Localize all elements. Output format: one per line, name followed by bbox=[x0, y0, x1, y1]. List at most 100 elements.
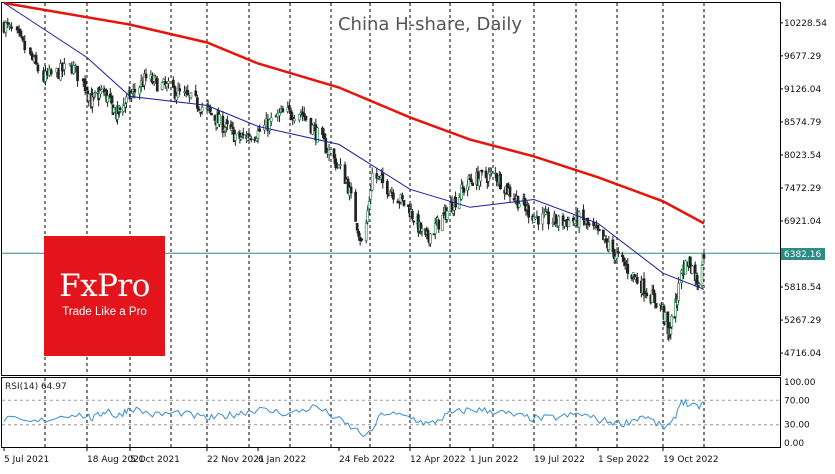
candle-body bbox=[210, 112, 213, 116]
candle-body bbox=[700, 265, 704, 286]
candle-body bbox=[611, 239, 615, 252]
candle-body bbox=[650, 290, 654, 303]
candle-body bbox=[143, 73, 146, 86]
candle-body bbox=[346, 178, 350, 194]
candle-body bbox=[316, 127, 319, 143]
ma50-line bbox=[3, 2, 705, 290]
candle-body bbox=[332, 148, 336, 159]
date-tick-label: 18 Aug 2021 bbox=[87, 455, 145, 465]
candle-body bbox=[239, 137, 243, 140]
candle-body bbox=[604, 238, 608, 242]
logo-tagline: Trade Like a Pro bbox=[62, 306, 147, 318]
candle-body bbox=[321, 127, 324, 135]
candle-body bbox=[596, 224, 600, 231]
candle-body bbox=[138, 87, 141, 95]
candle-body bbox=[34, 54, 38, 65]
candle-body bbox=[654, 303, 658, 308]
candle-body bbox=[167, 80, 170, 84]
rsi-tick-label: 0.00 bbox=[784, 439, 804, 449]
candle-body bbox=[412, 220, 415, 223]
candle-body bbox=[337, 164, 341, 168]
candle-body bbox=[23, 40, 27, 50]
price-tick-label: 6921.04 bbox=[784, 217, 821, 227]
candle-body bbox=[152, 75, 156, 82]
candle-body bbox=[200, 107, 204, 112]
candle-body bbox=[302, 112, 306, 118]
candle-body bbox=[209, 107, 212, 112]
candle-body bbox=[10, 26, 13, 29]
candle-body bbox=[343, 164, 347, 184]
candle-body bbox=[334, 158, 338, 168]
candle-body bbox=[563, 221, 566, 227]
candle-body bbox=[626, 264, 630, 274]
candle-body bbox=[695, 274, 699, 285]
candle-body bbox=[469, 178, 473, 182]
candle-body bbox=[554, 214, 558, 225]
candle-body bbox=[99, 87, 103, 90]
candle-body bbox=[241, 133, 245, 136]
candle-body bbox=[527, 205, 531, 218]
candle-body bbox=[607, 241, 611, 250]
candle-body bbox=[402, 200, 406, 206]
candle-body bbox=[389, 191, 392, 197]
current-price-label: 6382.16 bbox=[784, 250, 821, 260]
candle-body bbox=[587, 223, 591, 226]
candle-body bbox=[702, 254, 706, 259]
candle-body bbox=[441, 214, 444, 231]
candle-body bbox=[311, 124, 314, 135]
chart-title: China H-share, Daily bbox=[338, 14, 522, 35]
price-tick-label: 10228.54 bbox=[784, 19, 827, 29]
candle-body bbox=[462, 187, 466, 193]
candle-body bbox=[615, 252, 619, 259]
rsi-tick-label: 100.00 bbox=[784, 378, 816, 388]
candle-body bbox=[29, 47, 32, 55]
candle-body bbox=[484, 170, 488, 178]
date-tick-label: 1 Sep 2022 bbox=[598, 455, 649, 465]
candle-body bbox=[30, 53, 34, 60]
candle-body bbox=[367, 201, 371, 210]
candle-body bbox=[268, 119, 271, 131]
candle-body bbox=[112, 107, 116, 113]
price-tick-label: 4716.04 bbox=[784, 349, 821, 359]
candle-body bbox=[635, 277, 639, 284]
fxpro-logo: FxPro Trade Like a Pro bbox=[44, 236, 165, 356]
candle-body bbox=[437, 219, 441, 230]
candle-body bbox=[621, 254, 624, 258]
candle-body bbox=[420, 228, 424, 232]
candle-body bbox=[680, 270, 683, 283]
candle-body bbox=[541, 212, 545, 225]
rsi-plot-frame bbox=[1, 377, 781, 448]
candle-body bbox=[154, 76, 158, 79]
candle-body bbox=[370, 172, 374, 191]
candle-body bbox=[499, 174, 503, 189]
candle-body bbox=[125, 96, 128, 103]
candle-body bbox=[162, 78, 166, 82]
candle-body bbox=[133, 89, 137, 93]
candle-body bbox=[68, 62, 72, 66]
candle-body bbox=[616, 251, 620, 254]
candle-body bbox=[508, 186, 512, 197]
candle-body bbox=[369, 190, 373, 200]
candle-body bbox=[322, 133, 326, 140]
candle-body bbox=[534, 216, 537, 220]
candle-body bbox=[249, 138, 253, 141]
candle-body bbox=[288, 105, 291, 110]
candle-body bbox=[467, 175, 471, 188]
rsi-series-line bbox=[3, 398, 704, 438]
candle-body bbox=[642, 278, 646, 296]
candle-body bbox=[633, 274, 636, 278]
candle-body bbox=[289, 110, 293, 118]
candle-body bbox=[355, 223, 359, 231]
candle-body bbox=[36, 64, 40, 72]
candle-body bbox=[645, 292, 649, 297]
candle-body bbox=[398, 201, 401, 204]
candle-body bbox=[4, 22, 8, 33]
date-tick-label: 22 Nov 2021 bbox=[207, 455, 265, 465]
candle-body bbox=[106, 95, 109, 103]
candle-body bbox=[196, 97, 199, 109]
candle-body bbox=[567, 219, 571, 228]
candle-body bbox=[87, 93, 91, 101]
candle-body bbox=[349, 186, 353, 194]
candle-body bbox=[537, 216, 540, 225]
